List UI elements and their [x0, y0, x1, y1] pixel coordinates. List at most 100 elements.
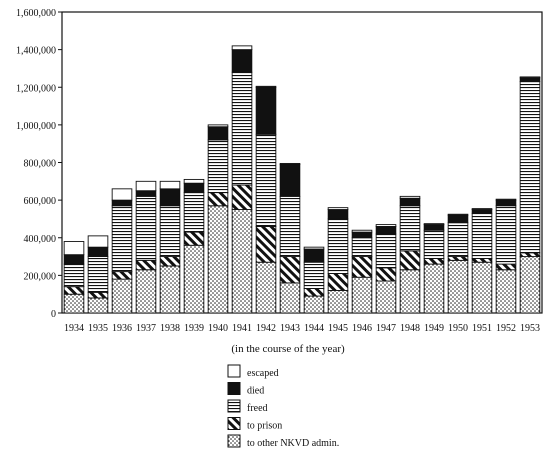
bar-died-1948: [399, 197, 421, 207]
bar-escaped-1950: [447, 213, 469, 216]
legend-swatch-escaped: [227, 364, 241, 378]
bar-died-1940: [207, 126, 229, 141]
bar-freed-1951: [471, 212, 493, 259]
bar-to-other-nkvd-admin-1939: [183, 244, 205, 314]
bar-freed-1947: [375, 233, 397, 269]
bar-to-prison-1938: [159, 256, 181, 267]
bar-freed-1935: [87, 256, 109, 293]
bar-to-other-nkvd-admin-1944: [303, 295, 325, 314]
bar-died-1951: [471, 209, 493, 214]
legend-label-to-prison: to prison: [247, 421, 282, 432]
bar-to-prison-1945: [327, 273, 349, 291]
bar-to-prison-1949: [423, 257, 445, 265]
x-tick-label: 1942: [256, 323, 276, 334]
x-tick-label: 1943: [280, 323, 300, 334]
bar-to-prison-1951: [471, 257, 493, 263]
bar-to-other-nkvd-admin-1949: [423, 263, 445, 314]
bar-escaped-1937: [135, 180, 157, 192]
bar-to-prison-1940: [207, 192, 229, 207]
bar-escaped-1942: [255, 85, 277, 88]
bar-to-other-nkvd-admin-1950: [447, 259, 469, 314]
bar-died-1937: [135, 190, 157, 197]
bar-to-prison-1935: [87, 291, 109, 299]
bar-died-1934: [63, 254, 85, 265]
bar-freed-1939: [183, 192, 205, 233]
bar-to-other-nkvd-admin-1941: [231, 209, 253, 314]
bar-escaped-1940: [207, 124, 229, 128]
bar-escaped-1949: [423, 223, 445, 226]
bar-to-other-nkvd-admin-1953: [519, 256, 541, 314]
plot-frame: [61, 11, 543, 314]
bar-freed-1950: [447, 222, 469, 258]
bar-died-1949: [423, 224, 445, 231]
bar-to-other-nkvd-admin-1935: [87, 297, 109, 314]
bar-freed-1944: [303, 261, 325, 289]
bar-to-other-nkvd-admin-1938: [159, 265, 181, 314]
legend-label-died: died: [247, 386, 264, 397]
legend-label-to-other-nkvd-admin: to other NKVD admin.: [247, 438, 339, 449]
bar-died-1938: [159, 188, 181, 207]
x-tick-label: 1934: [64, 323, 84, 334]
legend-label-freed: freed: [247, 403, 268, 414]
bar-to-prison-1934: [63, 286, 85, 295]
legend-swatch-freed: [227, 399, 241, 413]
bar-died-1952: [495, 199, 517, 207]
bar-freed-1945: [327, 218, 349, 274]
x-tick-label: 1950: [448, 323, 468, 334]
bar-freed-1941: [231, 71, 253, 186]
bar-to-prison-1936: [111, 271, 133, 280]
bar-freed-1943: [279, 195, 301, 258]
y-tick-label: 0: [51, 309, 56, 320]
x-tick-label: 1947: [376, 323, 396, 334]
x-tick-label: 1937: [136, 323, 156, 334]
bar-died-1935: [87, 246, 109, 258]
bar-freed-1946: [351, 237, 373, 258]
legend-label-escaped: escaped: [247, 368, 279, 379]
bar-died-1946: [351, 231, 373, 239]
bar-died-1945: [327, 209, 349, 220]
bar-to-prison-1948: [399, 250, 421, 271]
y-tick-label: 600,000: [24, 196, 57, 207]
y-tick-label: 1,200,000: [16, 83, 56, 94]
bar-to-other-nkvd-admin-1943: [279, 282, 301, 314]
bar-to-prison-1941: [231, 184, 253, 210]
bar-escaped-1941: [231, 45, 253, 51]
bar-to-prison-1953: [519, 252, 541, 258]
bar-to-other-nkvd-admin-1937: [135, 269, 157, 314]
y-tick-label: 1,400,000: [16, 46, 56, 57]
bar-to-prison-1947: [375, 267, 397, 282]
x-tick-label: 1938: [160, 323, 180, 334]
y-tick-label: 1,600,000: [16, 8, 56, 19]
legend-swatch-died: [227, 382, 241, 395]
bar-escaped-1943: [279, 162, 301, 165]
bar-escaped-1952: [495, 198, 517, 201]
y-tick-label: 200,000: [24, 271, 57, 282]
bar-to-other-nkvd-admin-1951: [471, 261, 493, 314]
x-tick-label: 1941: [232, 323, 252, 334]
bar-died-1944: [303, 248, 325, 263]
bar-escaped-1947: [375, 224, 397, 227]
bar-to-prison-1950: [447, 256, 469, 261]
x-axis-title: (in the course of the year): [231, 343, 345, 355]
bar-to-prison-1943: [279, 256, 301, 284]
bar-died-1939: [183, 182, 205, 194]
x-tick-label: 1953: [520, 323, 540, 334]
x-tick-label: 1946: [352, 323, 372, 334]
bar-freed-1940: [207, 139, 229, 194]
bar-freed-1949: [423, 229, 445, 259]
bar-died-1942: [255, 86, 277, 135]
bar-to-prison-1944: [303, 288, 325, 297]
bar-died-1947: [375, 226, 397, 235]
bar-to-other-nkvd-admin-1952: [495, 269, 517, 314]
bar-to-prison-1937: [135, 259, 157, 271]
y-tick-label: 1,000,000: [16, 121, 56, 132]
bar-freed-1934: [63, 263, 85, 288]
x-tick-label: 1949: [424, 323, 444, 334]
bar-died-1943: [279, 163, 301, 197]
bar-to-prison-1939: [183, 231, 205, 246]
x-tick-label: 1948: [400, 323, 420, 334]
bar-escaped-1946: [351, 229, 373, 233]
bar-to-other-nkvd-admin-1947: [375, 280, 397, 314]
